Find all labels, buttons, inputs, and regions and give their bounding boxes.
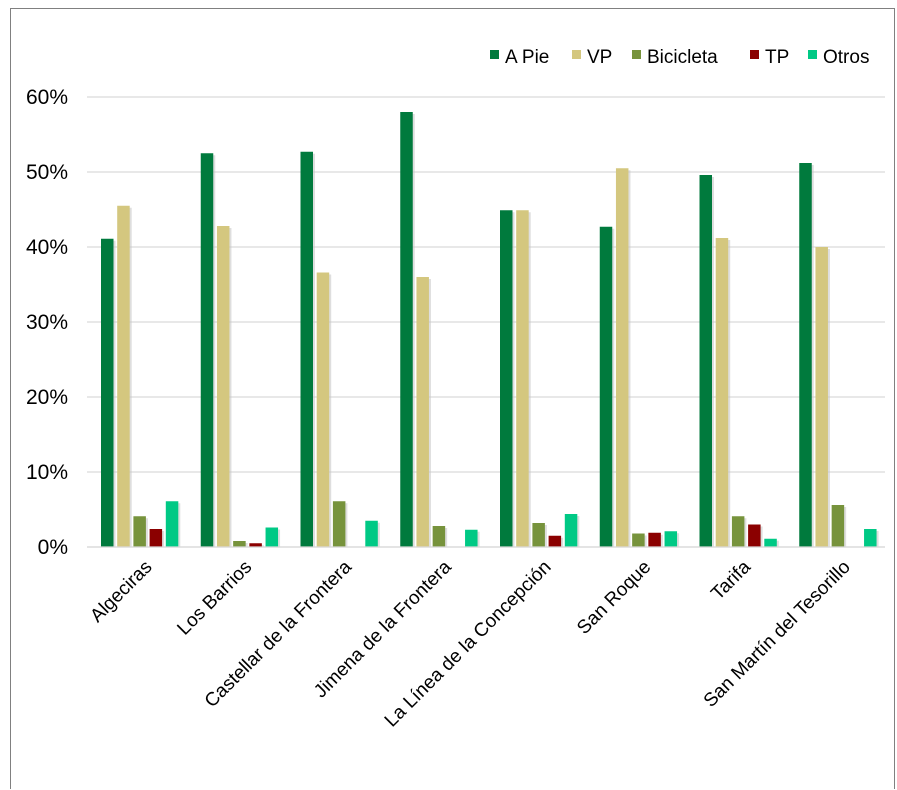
- legend-swatch: [572, 50, 581, 59]
- x-category-label: Los Barrios: [173, 557, 256, 640]
- bar: [831, 505, 845, 547]
- legend-label: A Pie: [505, 47, 549, 68]
- legend-swatch: [808, 50, 817, 59]
- bar: [599, 226, 613, 547]
- bar: [400, 112, 413, 547]
- legend-label: VP: [587, 47, 612, 68]
- y-tick-label: 40%: [26, 236, 68, 259]
- y-tick-label: 0%: [38, 536, 68, 559]
- bar: [265, 527, 279, 547]
- legend-swatch: [750, 50, 759, 59]
- bar: [200, 153, 214, 547]
- bar: [748, 524, 761, 547]
- bar: [316, 272, 330, 547]
- bar: [249, 543, 262, 547]
- bar: [416, 277, 429, 547]
- bar: [149, 529, 163, 547]
- bar: [864, 529, 877, 547]
- bar: [648, 532, 661, 547]
- bar: [332, 501, 346, 547]
- bar: [632, 533, 645, 547]
- bar: [664, 531, 678, 547]
- x-category-label: La Línea de la Concepción: [381, 557, 556, 732]
- bar: [216, 226, 230, 547]
- legend-swatch: [490, 50, 499, 59]
- y-tick-label: 30%: [26, 311, 68, 334]
- bar: [233, 541, 246, 547]
- bar: [432, 526, 446, 547]
- bar: [799, 163, 812, 547]
- bar: [699, 175, 712, 547]
- bar: [465, 529, 478, 547]
- y-tick-label: 60%: [26, 86, 68, 109]
- x-category-label: Tarifa: [707, 556, 755, 604]
- bar: [715, 238, 729, 547]
- bar: [165, 501, 179, 547]
- bar: [731, 516, 745, 547]
- x-category-label: San Roque: [573, 557, 655, 639]
- bar: [365, 520, 378, 547]
- y-tick-label: 50%: [26, 161, 68, 184]
- legend-label: Bicicleta: [647, 47, 718, 68]
- legend-label: TP: [765, 47, 789, 68]
- bar: [564, 514, 578, 547]
- bar: [117, 205, 130, 547]
- bar: [532, 523, 545, 547]
- bar: [764, 538, 777, 547]
- bar: [815, 247, 828, 547]
- y-tick-label: 20%: [26, 386, 68, 409]
- bar: [101, 238, 114, 547]
- bar: [615, 168, 629, 547]
- bar: [516, 210, 529, 547]
- bar: [133, 516, 146, 547]
- legend-swatch: [632, 50, 641, 59]
- x-category-label: Algeciras: [86, 557, 156, 627]
- chart-frame: [10, 8, 895, 789]
- bar: [548, 535, 562, 547]
- y-tick-label: 10%: [26, 461, 68, 484]
- bar: [500, 210, 513, 547]
- legend-label: Otros: [823, 47, 869, 68]
- bar: [300, 151, 313, 547]
